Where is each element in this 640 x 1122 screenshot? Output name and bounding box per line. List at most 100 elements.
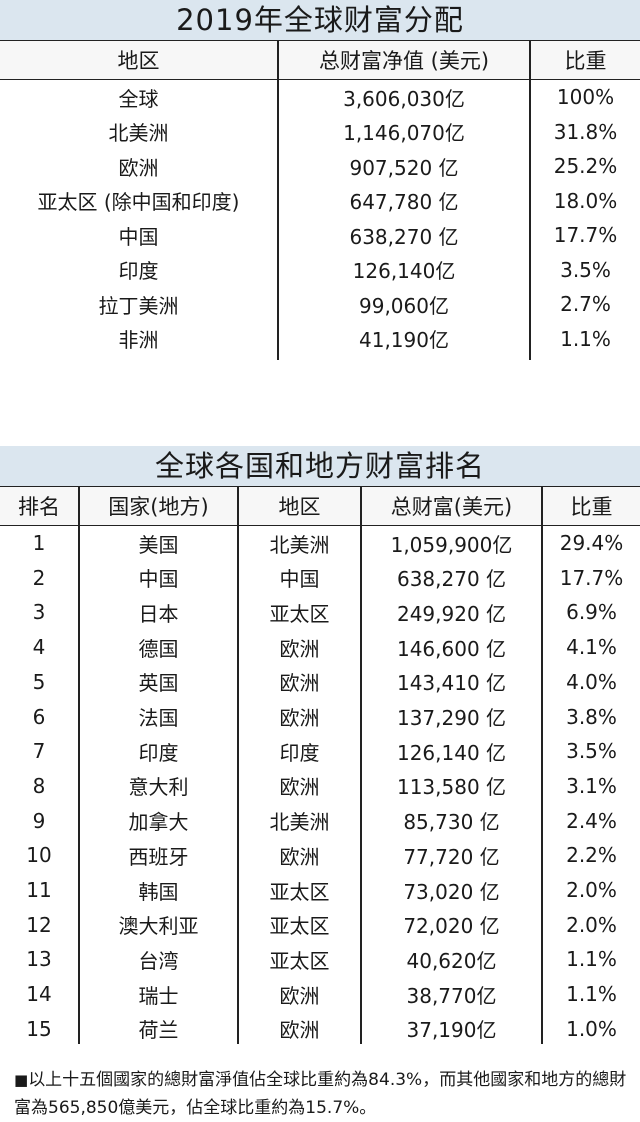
table2-cell-share: 2.4% [566, 808, 617, 833]
table1-cell-share: 3.5% [560, 257, 611, 282]
table2-cell-rank: 6 [32, 704, 46, 729]
table2-cell-wealth: 146,600 亿 [396, 636, 507, 661]
table2-row: 8 意大利 欧洲 113,580 亿 3.1% [0, 769, 640, 803]
table2-cell-share: 2.0% [566, 878, 617, 902]
table2-row: 14 瑞士 欧洲 38,770亿 1.1% [0, 977, 640, 1011]
table2-cell-wealth: 249,920 亿 [396, 601, 507, 626]
table2-cell-country: 西班牙 [128, 844, 189, 869]
table1-divider [529, 40, 531, 360]
table1-cell-region: 中国 [118, 224, 159, 249]
table1-divider [277, 40, 279, 360]
table1-header-share: 比重 [564, 49, 607, 73]
table2-cell-region: 北美洲 [269, 810, 330, 835]
table2-cell-share: 3.1% [566, 773, 617, 798]
table2-cell-rank: 7 [32, 739, 46, 764]
table1-cell-share: 1.1% [560, 326, 611, 351]
table2-cell-wealth: 37,190亿 [406, 1018, 497, 1043]
table2-cell-country: 台湾 [138, 948, 179, 973]
table1-cell-region: 全球 [118, 86, 159, 111]
table2-cell-region: 亚太区 [269, 601, 330, 626]
table1-cell-share: 31.8% [553, 119, 618, 144]
table2-divider [237, 486, 239, 1044]
table2-cell-wealth: 38,770亿 [406, 983, 497, 1008]
table2-cell-rank: 14 [26, 982, 52, 1007]
table2-divider [541, 486, 543, 1044]
table2-cell-country: 韩国 [138, 879, 179, 904]
table2-cell-wealth: 85,730 亿 [403, 810, 500, 835]
table1-cell-region: 拉丁美洲 [98, 293, 179, 318]
table2-cell-wealth: 1,059,900亿 [390, 532, 513, 557]
table2-cell-country: 德国 [138, 636, 179, 661]
table2-cell-country: 加拿大 [128, 810, 189, 835]
table1-cell-networth: 1,146,070亿 [343, 121, 465, 145]
table2-cell-country: 美国 [138, 532, 179, 557]
table2-cell-share: 4.0% [566, 669, 617, 694]
table1-row: 亚太区 (除中国和印度) 647,780 亿 18.0% [0, 184, 640, 218]
table2-cell-rank: 9 [32, 808, 46, 833]
table2-cell-country: 意大利 [128, 775, 189, 800]
table2-cell-rank: 10 [26, 843, 52, 868]
table2-cell-share: 29.4% [559, 531, 624, 555]
table1-cell-region: 非洲 [118, 328, 159, 352]
table2-cell-region: 北美洲 [269, 532, 330, 557]
table2-cell-region: 欧洲 [279, 706, 320, 730]
table2-row: 5 英国 欧洲 143,410 亿 4.0% [0, 665, 640, 699]
table2-cell-country: 荷兰 [138, 1018, 179, 1043]
table1-cell-networth: 638,270 亿 [349, 224, 459, 249]
table2-title: 全球各国和地方财富排名 [0, 446, 640, 486]
table2-header-country: 国家(地方) [108, 495, 209, 519]
table1-header-region: 地区 [117, 49, 160, 73]
table2-cell-wealth: 143,410 亿 [396, 671, 507, 696]
table2-cell-share: 2.2% [566, 843, 617, 868]
table1-row: 中国 638,270 亿 17.7% [0, 218, 640, 252]
table2-row: 9 加拿大 北美洲 85,730 亿 2.4% [0, 804, 640, 838]
table1-cell-networth: 647,780 亿 [349, 190, 459, 214]
table2-cell-country: 日本 [138, 601, 179, 626]
table2-row: 6 法国 欧洲 137,290 亿 3.8% [0, 700, 640, 734]
table2-header-region: 地区 [278, 495, 321, 519]
table1-row: 全球 3,606,030亿 100% [0, 80, 640, 114]
table2-cell-rank: 12 [26, 912, 52, 937]
table1-cell-share: 17.7% [553, 223, 618, 247]
table1-cell-networth: 99,060亿 [359, 293, 449, 318]
table1-row: 非洲 41,190亿 1.1% [0, 322, 640, 356]
table2-row: 12 澳大利亚 亚太区 72,020 亿 2.0% [0, 908, 640, 942]
table2-cell-wealth: 40,620亿 [406, 948, 497, 973]
table2-cell-region: 欧洲 [279, 775, 320, 800]
table1-row: 拉丁美洲 99,060亿 2.7% [0, 287, 640, 321]
table1-cell-region: 印度 [118, 259, 159, 283]
table2-cell-share: 2.0% [566, 912, 617, 937]
table2-cell-wealth: 113,580 亿 [396, 775, 507, 800]
table2-cell-share: 6.9% [566, 600, 617, 625]
table2-divider [78, 486, 80, 1044]
table1-cell-networth: 41,190亿 [359, 328, 449, 352]
table2-cell-share: 1.1% [566, 947, 617, 972]
table2-row: 13 台湾 亚太区 40,620亿 1.1% [0, 942, 640, 976]
table2-row: 2 中国 中国 638,270 亿 17.7% [0, 561, 640, 595]
footnote-bullet: ■ [14, 1071, 29, 1089]
table1-cell-share: 2.7% [560, 292, 611, 316]
table2-cell-wealth: 73,020 亿 [403, 879, 500, 904]
footnote: ■以上十五個國家的總財富淨值佔全球比重約為84.3%，而其他國家和地方的總財富為… [14, 1066, 638, 1122]
table1-cell-networth: 907,520 亿 [349, 155, 459, 180]
table2-cell-share: 1.0% [566, 1016, 617, 1041]
table2-cell-country: 英国 [138, 671, 179, 696]
table2-row: 3 日本 亚太区 249,920 亿 6.9% [0, 595, 640, 629]
table2-cell-rank: 15 [26, 1016, 52, 1041]
table2-row: 10 西班牙 欧洲 77,720 亿 2.2% [0, 838, 640, 872]
table2-cell-share: 3.5% [566, 739, 617, 764]
table1-row: 印度 126,140亿 3.5% [0, 253, 640, 287]
table2-cell-share: 1.1% [566, 982, 617, 1007]
table2-cell-wealth: 126,140 亿 [396, 740, 507, 765]
table2-cell-region: 欧洲 [279, 671, 320, 696]
table2-cell-region: 欧洲 [279, 983, 320, 1008]
table2-cell-region: 亚太区 [269, 914, 330, 939]
table2-cell-share: 3.8% [566, 704, 617, 729]
table1-cell-region: 北美洲 [108, 121, 169, 145]
table1-title: 2019年全球财富分配 [0, 0, 640, 40]
table2-header-rank: 排名 [18, 495, 60, 519]
table2-row: 4 德国 欧洲 146,600 亿 4.1% [0, 630, 640, 664]
table2-cell-country: 法国 [138, 706, 179, 730]
table2-cell-region: 中国 [279, 567, 320, 592]
table2-row: 7 印度 印度 126,140 亿 3.5% [0, 734, 640, 768]
